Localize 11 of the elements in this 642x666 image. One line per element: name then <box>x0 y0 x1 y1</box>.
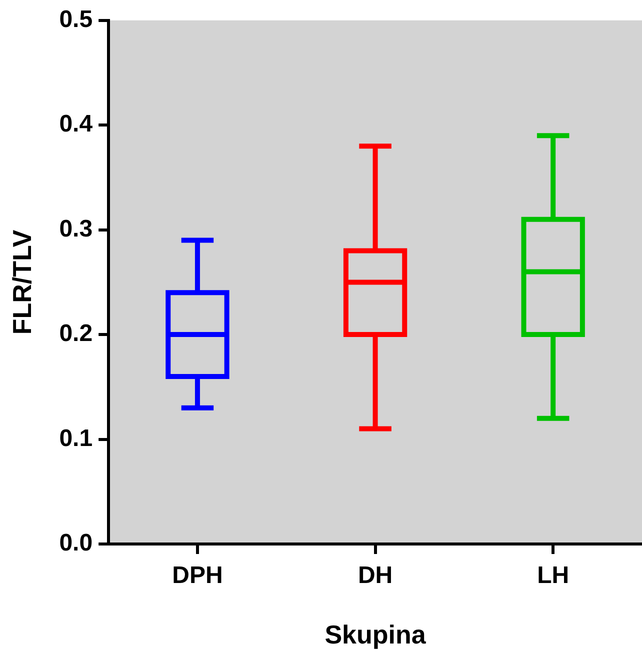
y-tick-label: 0.0 <box>59 530 93 557</box>
x-tick-label: LH <box>537 562 570 590</box>
y-tick-label: 0.1 <box>59 424 93 452</box>
y-axis-title: FLR/TLV <box>6 229 37 335</box>
y-tick-label: 0.4 <box>59 110 94 138</box>
y-tick-label: 0.5 <box>59 6 93 34</box>
y-tick-label: 0.3 <box>59 215 93 242</box>
y-tick-label: 0.2 <box>59 320 93 348</box>
x-tick-label: DH <box>358 562 393 590</box>
x-tick-label: DPH <box>172 562 223 590</box>
x-axis-title: Skupina <box>324 620 426 650</box>
